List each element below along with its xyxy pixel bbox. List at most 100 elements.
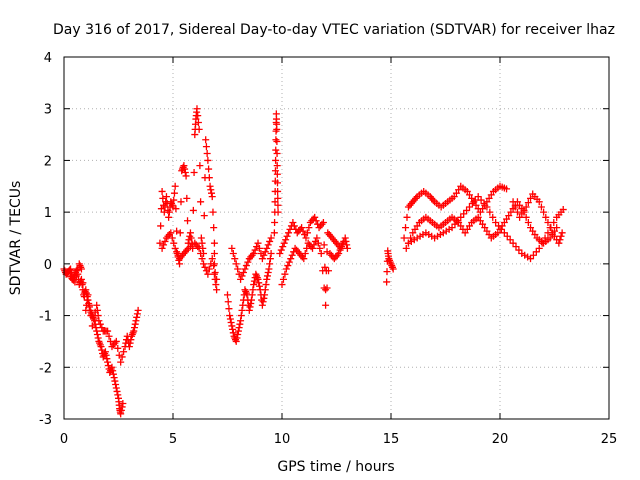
data-point — [118, 403, 126, 411]
data-point — [113, 387, 121, 395]
data-point — [187, 234, 195, 242]
data-point — [535, 244, 543, 252]
data-point — [274, 201, 282, 209]
y-tick-label: 3 — [44, 103, 52, 118]
data-markers — [60, 105, 567, 418]
x-tick-label: 25 — [601, 432, 618, 447]
data-point — [250, 250, 258, 258]
y-tick-label: 1 — [44, 206, 52, 221]
data-point — [128, 331, 136, 339]
data-point — [104, 327, 112, 335]
data-point — [160, 241, 168, 249]
data-point — [319, 218, 327, 226]
data-point — [266, 260, 274, 268]
data-point — [190, 168, 198, 176]
data-point — [281, 270, 289, 278]
data-point — [194, 112, 202, 120]
data-point — [509, 198, 517, 206]
data-point — [109, 370, 117, 378]
series-afternoon-lower — [278, 234, 347, 309]
data-point — [302, 234, 310, 242]
data-point — [96, 341, 104, 349]
data-point — [67, 265, 75, 273]
data-point — [226, 315, 234, 323]
data-point — [322, 301, 330, 309]
data-point — [272, 136, 280, 144]
data-point — [261, 286, 269, 294]
data-point — [119, 399, 127, 407]
data-point — [197, 234, 205, 242]
x-tick-label: 10 — [274, 432, 291, 447]
data-point — [267, 250, 275, 258]
data-point — [503, 185, 511, 193]
data-point — [94, 312, 102, 320]
data-point — [232, 260, 240, 268]
data-point — [172, 205, 180, 213]
data-point — [112, 337, 120, 345]
data-point — [265, 265, 273, 273]
data-point — [170, 189, 178, 197]
data-point — [77, 265, 85, 273]
data-point — [383, 278, 391, 286]
data-point — [102, 351, 110, 359]
y-tick-label: -2 — [39, 361, 52, 376]
data-point — [198, 255, 206, 263]
data-point — [126, 339, 134, 347]
data-point — [208, 193, 216, 201]
data-point — [110, 374, 118, 382]
data-point — [194, 119, 202, 127]
data-point — [323, 284, 331, 292]
data-point — [173, 248, 181, 256]
data-point — [105, 332, 113, 340]
data-point — [208, 255, 216, 263]
data-point — [313, 234, 321, 242]
data-point — [198, 239, 206, 247]
data-point — [93, 331, 101, 339]
data-point — [197, 198, 205, 206]
data-point — [112, 384, 120, 392]
data-point — [196, 162, 204, 170]
data-point — [84, 291, 92, 299]
data-point — [108, 363, 116, 371]
data-point — [182, 172, 190, 180]
data-point — [226, 312, 234, 320]
data-point — [93, 327, 101, 335]
data-point — [224, 298, 232, 306]
data-point — [197, 250, 205, 258]
data-point — [557, 232, 565, 240]
data-point — [263, 272, 271, 280]
data-point — [542, 213, 550, 221]
data-point — [201, 263, 209, 271]
data-point — [276, 250, 284, 258]
data-point — [186, 232, 194, 240]
data-point — [242, 287, 250, 295]
data-point — [245, 306, 253, 314]
data-point — [264, 241, 272, 249]
data-point — [279, 275, 287, 283]
data-point — [298, 224, 306, 232]
data-point — [284, 262, 292, 270]
data-point — [280, 239, 288, 247]
data-point — [254, 239, 262, 247]
data-point — [109, 367, 117, 375]
data-point — [97, 343, 105, 351]
data-point — [171, 244, 179, 252]
data-point — [238, 306, 246, 314]
data-point — [184, 217, 192, 225]
data-point — [235, 324, 243, 332]
data-point — [273, 162, 281, 170]
data-point — [270, 229, 278, 237]
data-point — [556, 236, 564, 244]
y-axis-label: SDTVAR / TECUs — [8, 181, 24, 296]
data-point — [317, 250, 325, 258]
series-isolated-15 — [383, 247, 397, 286]
data-point — [316, 244, 324, 252]
data-point — [535, 198, 543, 206]
data-point — [541, 234, 549, 242]
data-point — [544, 218, 552, 226]
series-early-secondary — [67, 260, 142, 366]
series-midday-dip — [224, 250, 275, 345]
data-point — [82, 286, 90, 294]
data-point — [82, 306, 90, 314]
